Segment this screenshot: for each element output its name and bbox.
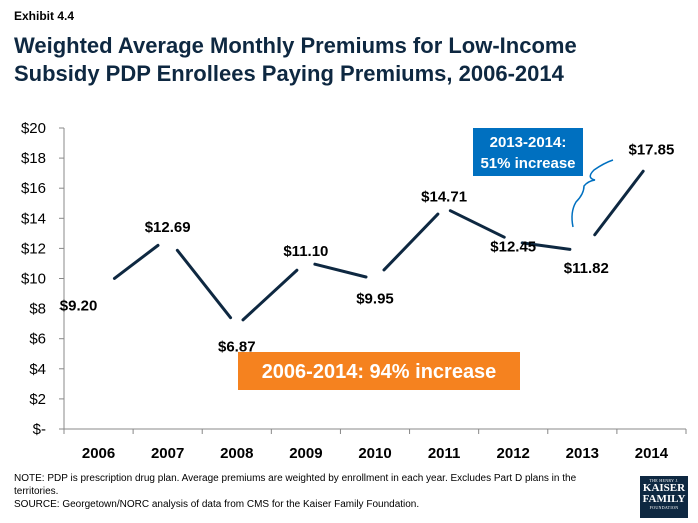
y-tick-label: $- bbox=[33, 421, 46, 438]
data-label: $9.95 bbox=[356, 290, 394, 307]
logo-line4: FOUNDATION bbox=[649, 505, 679, 510]
chart-axes bbox=[59, 127, 687, 434]
y-tick-label: $16 bbox=[21, 180, 46, 197]
x-tick-label: 2013 bbox=[566, 445, 599, 462]
logo-line2: KAISER bbox=[642, 482, 686, 494]
yearly-increase-line1: 2013-2014: bbox=[490, 134, 567, 151]
x-tick-label: 2008 bbox=[220, 445, 253, 462]
line-segment bbox=[313, 262, 368, 279]
x-tick-label: 2009 bbox=[289, 445, 322, 462]
data-label: $12.69 bbox=[145, 219, 191, 236]
footnotes: NOTE: PDP is prescription drug plan. Ave… bbox=[14, 472, 614, 511]
chart-title: Weighted Average Monthly Premiums for Lo… bbox=[14, 33, 577, 86]
x-tick-label: 2012 bbox=[497, 445, 530, 462]
x-tick-label: 2007 bbox=[151, 445, 184, 462]
y-axis-labels: $- $2 $4 $6 $8 $10 $12 $14 $16 $18 $20 bbox=[21, 120, 46, 438]
total-increase-text: 2006-2014: 94% increase bbox=[262, 361, 497, 383]
y-tick-label: $10 bbox=[21, 271, 46, 288]
x-tick-label: 2014 bbox=[635, 445, 669, 462]
data-label: $12.45 bbox=[490, 239, 536, 256]
source-text: SOURCE: Georgetown/NORC analysis of data… bbox=[14, 499, 420, 510]
kaiser-logo: THE HENRY J. KAISER FAMILY FOUNDATION bbox=[640, 476, 688, 518]
logo-line3: FAMILY bbox=[642, 493, 686, 505]
data-label: $6.87 bbox=[218, 339, 256, 356]
line-segment bbox=[382, 212, 440, 272]
yearly-increase-box bbox=[473, 128, 583, 176]
logo-line1: THE HENRY J. bbox=[649, 478, 679, 483]
data-label: $11.82 bbox=[564, 260, 609, 277]
data-label: $11.10 bbox=[283, 243, 328, 260]
total-increase-box bbox=[238, 352, 520, 390]
series-premiums bbox=[112, 169, 645, 322]
y-tick-label: $4 bbox=[29, 361, 46, 378]
x-tick-label: 2010 bbox=[358, 445, 391, 462]
line-segment bbox=[448, 209, 506, 239]
brace-icon bbox=[571, 159, 614, 228]
data-label: $17.85 bbox=[628, 141, 674, 158]
y-tick-label: $8 bbox=[29, 301, 46, 318]
line-segment bbox=[112, 243, 160, 280]
data-label: $9.20 bbox=[60, 298, 98, 315]
x-axis-labels: 2006 2007 2008 2009 2010 2011 2012 2013 2014 bbox=[82, 445, 669, 462]
annotations: 2006-2014: 94% increase 2013-2014: 51% inc… bbox=[238, 128, 614, 390]
yearly-increase-line2: 51% increase bbox=[480, 155, 575, 172]
y-tick-label: $14 bbox=[21, 210, 46, 227]
line-segment bbox=[241, 268, 299, 322]
line-segment bbox=[175, 248, 233, 320]
y-tick-label: $2 bbox=[29, 391, 46, 408]
note-text: NOTE: PDP is prescription drug plan. Ave… bbox=[14, 473, 577, 497]
exhibit-label: Exhibit 4.4 bbox=[14, 9, 75, 23]
line-segment bbox=[593, 169, 645, 237]
data-label: $14.71 bbox=[421, 189, 467, 206]
y-tick-label: $12 bbox=[21, 240, 46, 257]
line-chart: $-$2$4$6$8$10$12$14$16$18$20 2006 2007 200… bbox=[21, 120, 687, 462]
x-tick-label: 2011 bbox=[428, 445, 461, 462]
y-tick-label: $6 bbox=[29, 331, 46, 348]
y-tick-label: $18 bbox=[21, 150, 46, 167]
data-labels: $9.20 $12.69 $6.87 $11.10 $9.95 $14.71 $12.45 $… bbox=[60, 141, 675, 355]
x-tick-label: 2006 bbox=[82, 445, 115, 462]
y-tick-label: $20 bbox=[21, 120, 46, 137]
line-segment bbox=[520, 241, 572, 251]
